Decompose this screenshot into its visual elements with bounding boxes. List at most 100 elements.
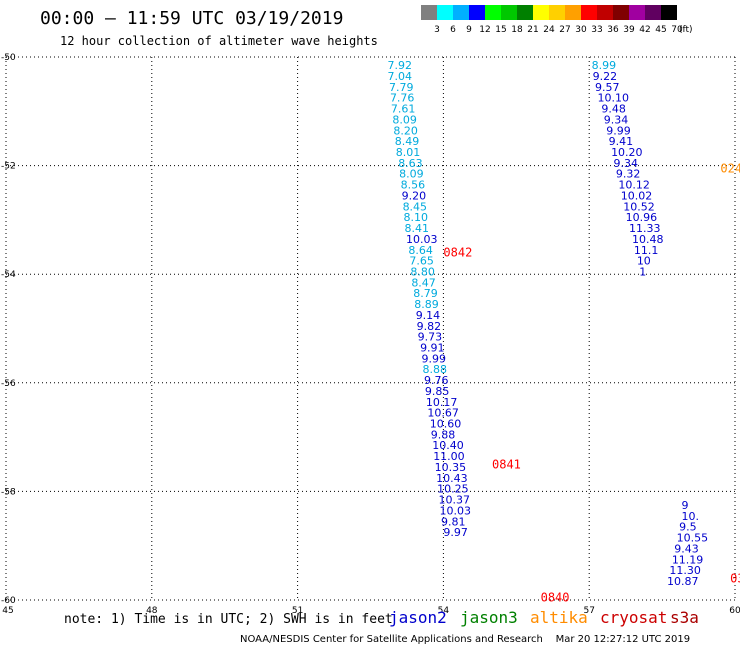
scale-label: 70 [671,25,683,35]
scale-label: 9 [466,25,472,35]
swh-value-label: 7.04 [388,70,413,83]
swh-value-label: 9.41 [609,135,634,148]
swh-value-label: 10. [682,510,700,523]
y-tick-label: -54 [1,270,16,280]
swh-value-label: 8.47 [411,276,436,289]
scale-swatch [549,5,565,20]
scale-swatch [469,5,485,20]
time-labels: 0842 0841 0840 0247 03 [443,161,740,604]
y-tick-label: -56 [1,379,16,389]
swh-value-label: 10.67 [427,407,459,420]
swh-value-label: 7.76 [390,92,415,105]
x-tick-label: 45 [2,606,13,616]
pass-time-label: 0840 [541,590,570,604]
swh-value-label: 10.37 [439,494,471,507]
satellite-legend-cryosat: cryosat [600,608,668,627]
swh-value-label: 9.76 [424,374,449,387]
scale-swatch [645,5,661,20]
swh-value-label: 9.73 [418,331,443,344]
swh-value-label: 10.52 [623,200,655,213]
scale-label: 15 [495,25,507,35]
swh-value-label: 9.91 [420,342,445,355]
swh-value-label: 10.03 [440,504,472,517]
swh-value-label: 10.55 [677,532,709,545]
swh-value-label: 8.88 [423,363,448,376]
swh-value-label: 8.99 [592,59,617,72]
scale-label: 36 [607,25,619,35]
swh-value-label: 10.87 [667,575,699,588]
swh-value-label: 9.43 [674,542,699,555]
swh-value-label: 8.89 [414,298,439,311]
swh-value-label: 10.10 [597,92,629,105]
y-tick-label: -52 [1,162,16,172]
swh-value-label: 7.65 [409,255,434,268]
scale-swatch [485,5,501,20]
swh-value-label: 10.17 [426,396,458,409]
swh-value-label: 9.99 [422,352,447,365]
pass-time-label: 0247 [720,161,740,175]
satellite-legend-s3a: s3a [670,608,699,627]
swh-value-label: 8.49 [395,135,420,148]
swh-value-label: 11.30 [669,564,701,577]
swh-value-label: 10.02 [621,189,653,202]
swh-value-label: 9.32 [616,168,641,181]
scale-label: 12 [479,25,491,35]
scale-label: 18 [511,25,523,35]
scale-swatch [501,5,517,20]
scale-label: 27 [559,25,571,35]
scale-label: 3 [434,25,440,35]
swh-value-label: 9.48 [601,103,626,116]
swh-value-label: 10.48 [632,233,664,246]
scale-swatch [629,5,645,20]
scale-swatch [565,5,581,20]
scale-label: 45 [655,25,667,35]
scale-swatch [517,5,533,20]
pass-time-label: 0841 [492,457,521,471]
swh-value-label: 9.82 [417,320,442,333]
swh-value-label: 8.45 [403,200,428,213]
tick-labels: 45 48 51 54 57 60 -50 -52 -54 -56 -58 -60 [1,53,740,616]
scale-swatch [421,5,437,20]
swh-value-label: 8.10 [404,211,429,224]
scale-label: 33 [591,25,603,35]
swh-value-label: 8.09 [399,168,424,181]
scale-swatch [661,5,677,20]
x-tick-label: 57 [583,606,594,616]
satellite-legend-jason2: jason2 [389,608,447,627]
credit-line: NOAA/NESDIS Center for Satellite Applica… [240,634,691,645]
swh-value-label: 8.80 [410,265,435,278]
swh-value-label: 8.79 [413,287,438,300]
scale-label: 30 [575,25,587,35]
scale-swatch [533,5,549,20]
pass-time-label: 0842 [443,245,472,259]
scale-label: 21 [527,25,539,35]
scale-swatch [453,5,469,20]
swh-value-label: 11.33 [629,222,661,235]
swh-value-label: 10.43 [436,472,468,485]
scale-label: 39 [623,25,635,35]
chart-title: 00:00 – 11:59 UTC 03/19/2019 [40,8,344,29]
swh-value-label: 8.01 [396,146,421,159]
swh-value-label: 7.79 [389,81,414,94]
swh-value-label: 9.20 [402,189,427,202]
swh-value-label: 9.81 [441,515,466,528]
swh-value-label: 10.96 [626,211,658,224]
data-labels: 7.927.047.797.767.618.098.208.498.018.63… [388,59,709,588]
swh-value-label: 11.00 [433,450,465,463]
swh-value-label: 10.25 [437,483,469,496]
swh-value-label: 8.09 [392,113,417,126]
x-tick-label: 48 [146,606,158,616]
swh-value-label: 11.19 [672,553,704,566]
y-tick-label: -60 [1,596,16,606]
swh-value-label: 9.88 [431,428,456,441]
swh-value-label: 9.14 [416,309,441,322]
swh-value-label: 9.57 [595,81,620,94]
swh-value-label: 11.1 [634,244,659,257]
x-tick-label: 60 [729,606,740,616]
chart-subtitle: 12 hour collection of altimeter wave hei… [60,34,378,48]
footnote: note: 1) Time is in UTC; 2) SWH is in fe… [64,612,393,627]
swh-value-label: 9.34 [614,157,639,170]
scale-swatch [597,5,613,20]
swh-value-label: 8.41 [405,222,430,235]
